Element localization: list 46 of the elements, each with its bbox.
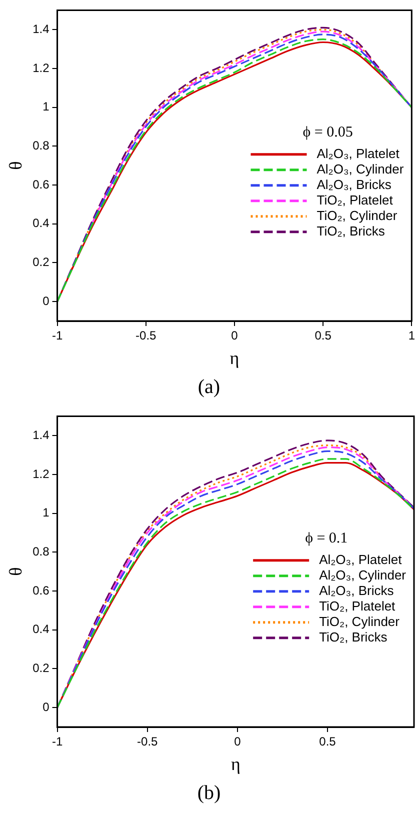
y-tick-label: 0.2 [32, 255, 50, 270]
y-tick-label: 0.4 [32, 216, 50, 230]
legend-title: ϕ = 0.05 [302, 124, 353, 141]
legend-label: TiO₂, Bricks [316, 223, 386, 238]
legend-title: ϕ = 0.1 [305, 530, 348, 547]
y-tick-label: 0 [42, 294, 50, 308]
y-tick-label: 1.4 [32, 22, 50, 36]
x-axis-title: η [230, 754, 240, 774]
y-tick-label: 0 [42, 700, 50, 714]
x-tick-label: -0.5 [136, 328, 157, 343]
y-tick-label: 0.8 [32, 138, 50, 152]
y-tick-label: 0.6 [32, 177, 50, 192]
x-tick-label: -0.5 [137, 734, 158, 749]
x-tick-label: 1 [408, 328, 416, 343]
legend-label: Al₂O₃, Cylinder [316, 161, 404, 176]
x-tick-label: 0.5 [314, 328, 332, 343]
y-axis-title: θ [6, 161, 26, 170]
y-tick-label: 1 [42, 506, 50, 520]
y-tick-label: 1.4 [32, 428, 50, 442]
y-tick-label: 1.2 [32, 466, 50, 481]
y-tick-label: 0.6 [32, 583, 50, 598]
legend-label: TiO₂, Platelet [316, 192, 394, 208]
legend-label: Al₂O₃, Platelet [319, 552, 402, 567]
y-axis-title: θ [6, 567, 26, 576]
y-tick-label: 0.4 [32, 622, 50, 636]
y-tick-label: 0.2 [32, 661, 50, 676]
y-tick-label: 1.2 [32, 60, 50, 75]
y-tick-label: 0.8 [32, 544, 50, 558]
legend-label: TiO₂, Cylinder [319, 614, 400, 629]
text: (b) [196, 781, 222, 806]
legend-label: Al₂O₃, Platelet [316, 146, 400, 161]
legend-label: TiO₂, Platelet [319, 598, 396, 614]
legend-label: Al₂O₃, Cylinder [319, 567, 407, 582]
x-tick-label: 0 [234, 734, 242, 749]
x-axis-title: η [230, 348, 240, 368]
legend-label: Al₂O₃, Bricks [316, 176, 392, 192]
y-tick-label: 1 [42, 100, 50, 114]
legend-label: TiO₂, Bricks [319, 629, 388, 644]
x-tick-label: -1 [52, 734, 63, 749]
x-tick-label: 0 [231, 328, 238, 343]
x-tick-label: -1 [52, 328, 63, 343]
legend-label: TiO₂, Cylinder [316, 208, 398, 223]
text: (a) [196, 375, 222, 400]
line-series [92, 30, 412, 223]
legend-label: Al₂O₃, Bricks [319, 582, 394, 598]
x-tick-label: 0.5 [319, 734, 336, 749]
